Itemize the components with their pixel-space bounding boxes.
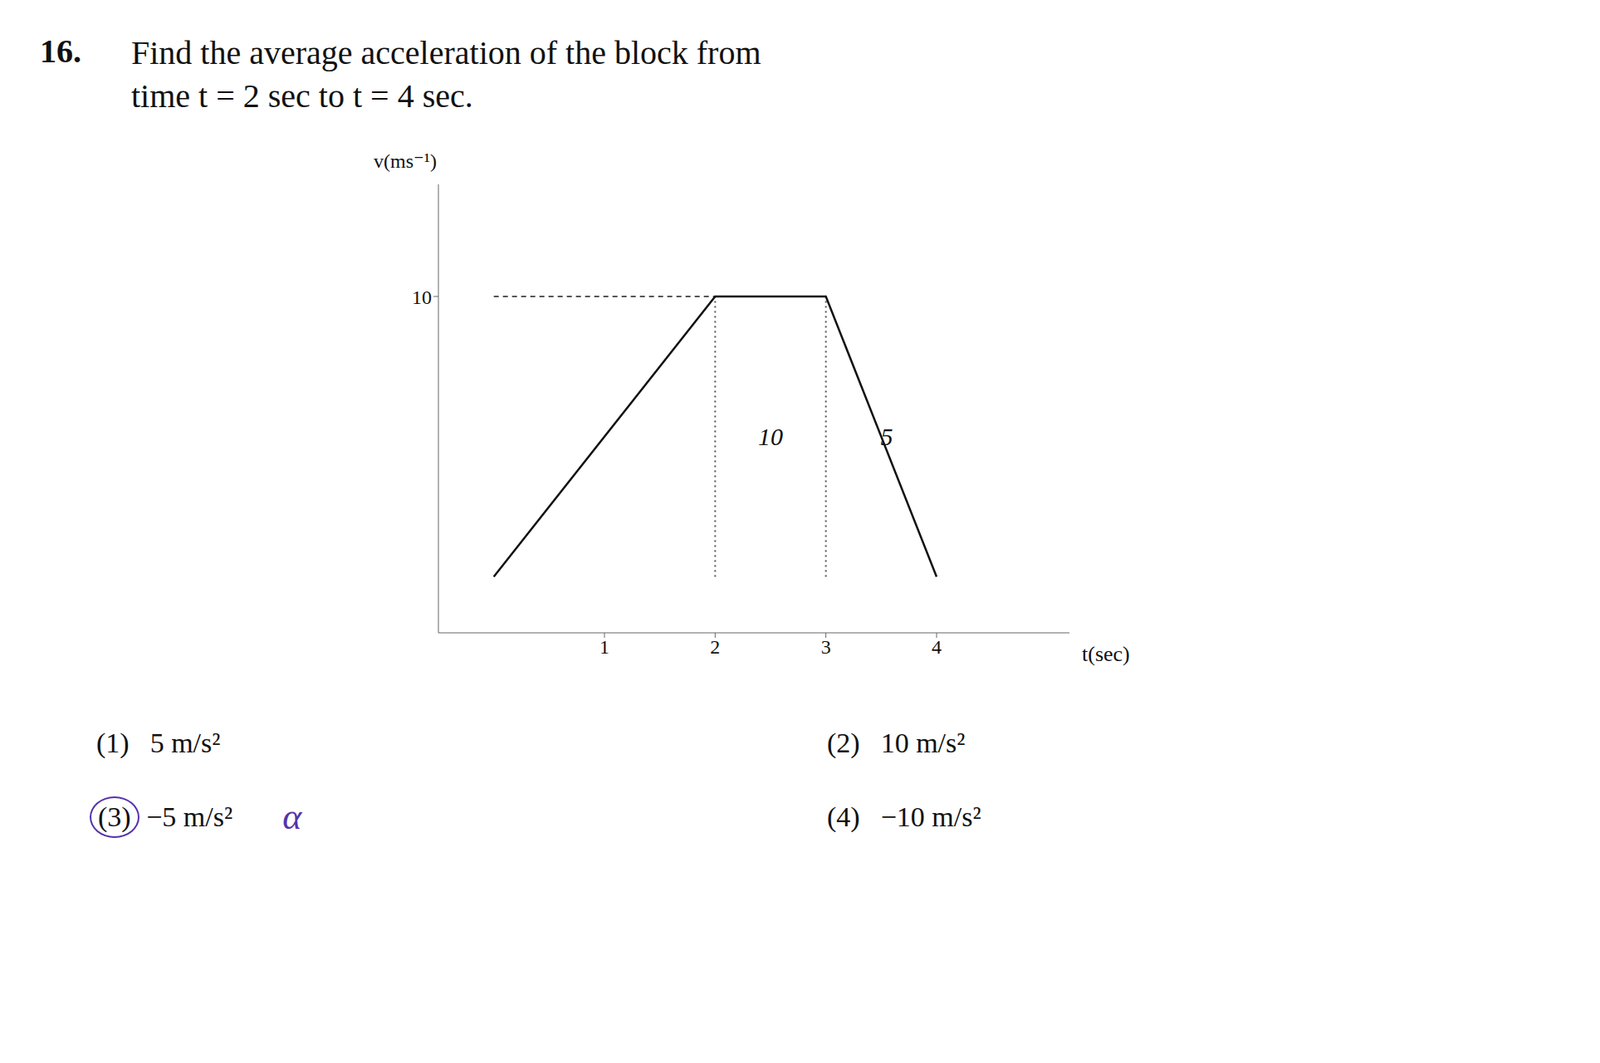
svg-text:4: 4 xyxy=(931,636,942,658)
html-text:16.: 16. xyxy=(39,32,82,70)
html-text:(1) 5 m/s²: (1) 5 m/s² xyxy=(96,727,221,759)
svg-text:10: 10 xyxy=(411,286,432,309)
svg-text:10: 10 xyxy=(758,422,783,451)
svg-text:2: 2 xyxy=(709,636,720,658)
svg-text:t(sec): t(sec) xyxy=(1081,641,1131,666)
svg-text:1: 1 xyxy=(599,636,610,658)
html-text:Find the average acceleration: Find the average acceleration of the blo… xyxy=(131,34,762,115)
html-text:α: α xyxy=(282,796,302,837)
html-text:(4) −10 m/s²: (4) −10 m/s² xyxy=(826,800,982,832)
html-text:(2) 10 m/s²: (2) 10 m/s² xyxy=(826,727,966,759)
svg-text:3: 3 xyxy=(821,636,832,658)
html-text:(3) −5 m/s²: (3) −5 m/s² xyxy=(97,800,233,832)
svg-text:v(ms⁻¹): v(ms⁻¹) xyxy=(373,150,437,172)
svg-text:5: 5 xyxy=(880,422,894,451)
